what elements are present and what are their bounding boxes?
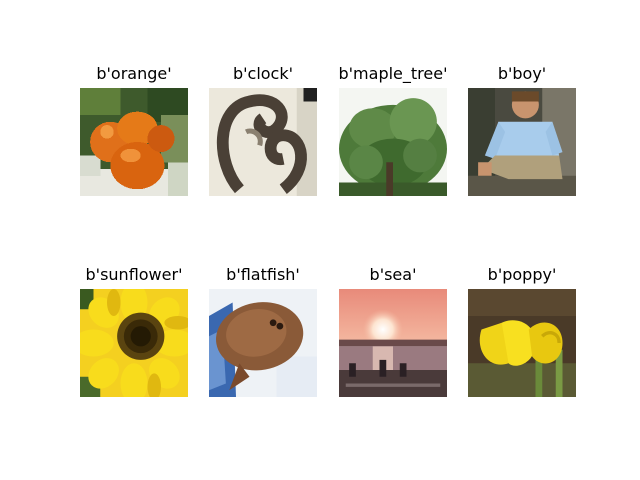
image-title: b'sea' xyxy=(369,265,417,284)
sea-sunset-photo xyxy=(339,289,447,397)
image-title: b'orange' xyxy=(96,64,172,83)
poppy-photo xyxy=(468,289,576,397)
flatfish-photo xyxy=(209,289,317,397)
image-title: b'maple_tree' xyxy=(338,64,448,83)
sunflower-photo xyxy=(80,289,188,397)
clock-photo xyxy=(209,88,317,196)
maple-tree-photo xyxy=(339,88,447,196)
image-title: b'clock' xyxy=(232,64,294,83)
orange-photo xyxy=(80,88,188,196)
boy-photo xyxy=(468,88,576,196)
image-title: b'sunflower' xyxy=(85,265,183,284)
image-title: b'boy' xyxy=(497,64,547,83)
image-title: b'poppy' xyxy=(487,265,557,284)
image-title: b'flatfish' xyxy=(226,265,300,284)
